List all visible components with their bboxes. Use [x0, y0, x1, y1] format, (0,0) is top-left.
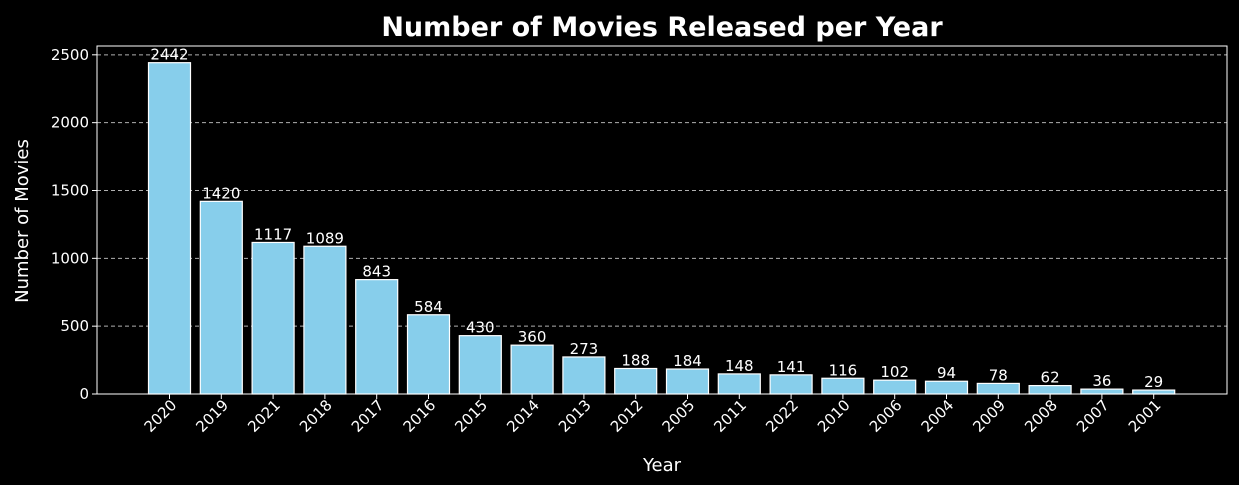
- bar-2020: [147, 62, 192, 395]
- x-tick-label-2015: 2015: [451, 396, 491, 436]
- data-label-2015: 430: [466, 319, 495, 337]
- bar-2012: [614, 367, 658, 395]
- data-label-2012: 188: [621, 351, 650, 369]
- x-tick-label-2020: 2020: [141, 396, 181, 436]
- data-label-2020: 2442: [150, 46, 188, 64]
- y-axis-ticks: 0 500 1000 1500 2000 2500: [51, 46, 97, 403]
- data-label-2019: 1420: [202, 184, 240, 202]
- bar-2006: [873, 379, 917, 395]
- data-label-2004: 94: [937, 364, 956, 382]
- y-tick-label: 2500: [51, 46, 89, 64]
- bar-2005: [665, 368, 710, 395]
- data-label-2022: 141: [777, 358, 806, 376]
- x-tick-label-2009: 2009: [969, 396, 1009, 436]
- x-tick-label-2006: 2006: [866, 396, 906, 436]
- x-axis-label: Year: [642, 455, 682, 476]
- x-tick-label-2018: 2018: [296, 396, 336, 436]
- bar-2022: [769, 374, 813, 395]
- data-label-2001: 29: [1144, 373, 1163, 391]
- x-tick-label-2022: 2022: [762, 396, 802, 436]
- y-tick-label: 1500: [51, 181, 89, 199]
- plot-frame: [96, 45, 1228, 395]
- data-label-2018: 1089: [306, 229, 344, 247]
- data-label-2013: 273: [570, 340, 599, 358]
- x-tick-label-2012: 2012: [607, 396, 647, 436]
- bar-2011: [717, 373, 761, 395]
- y-tick-label: 1000: [51, 249, 89, 267]
- bar-2018: [303, 245, 347, 395]
- data-label-2009: 78: [989, 366, 1008, 384]
- x-tick-label-2001: 2001: [1125, 396, 1165, 436]
- y-tick-label: 500: [60, 317, 89, 335]
- y-tick-label: 2000: [51, 114, 89, 132]
- chart-title: Number of Movies Released per Year: [381, 12, 943, 43]
- bar-2021: [251, 241, 295, 395]
- data-label-2016: 584: [414, 298, 443, 316]
- bar-2004: [924, 380, 969, 395]
- x-tick-label-2019: 2019: [192, 396, 232, 436]
- data-label-2005: 184: [673, 352, 702, 370]
- bar-2014: [510, 344, 554, 395]
- x-tick-label-2014: 2014: [503, 396, 543, 436]
- bar-2009: [976, 382, 1020, 395]
- x-tick-label-2013: 2013: [555, 396, 595, 436]
- x-axis-ticks: 2020 2019 2021 2018 2017 2016 2015 2014 2013 2012…: [141, 394, 1165, 436]
- data-label-2014: 360: [518, 328, 547, 346]
- x-tick-label-2004: 2004: [918, 396, 958, 436]
- bar-2017: [355, 279, 399, 395]
- bar-2008: [1028, 384, 1072, 395]
- data-label-2010: 116: [829, 361, 858, 379]
- y-axis-label: Number of Movies: [12, 139, 33, 303]
- bar-2010: [821, 377, 865, 395]
- gridlines: [97, 54, 1227, 327]
- x-tick-label-2007: 2007: [1073, 396, 1113, 436]
- data-label-2021: 1117: [254, 225, 292, 243]
- bar-2015: [458, 335, 502, 395]
- data-label-2007: 36: [1092, 372, 1111, 390]
- x-tick-label-2011: 2011: [710, 396, 750, 436]
- data-label-2017: 843: [362, 263, 391, 281]
- data-labels: 2442 1420 1117 1089 843 584 430 360 273 188 184 148…: [150, 46, 1163, 391]
- x-tick-label-2021: 2021: [244, 396, 284, 436]
- y-tick-label: 0: [79, 385, 89, 403]
- data-label-2011: 148: [725, 357, 754, 375]
- x-tick-label-2010: 2010: [814, 396, 854, 436]
- bar-2016: [406, 314, 451, 395]
- bar-2019: [199, 200, 243, 395]
- data-label-2006: 102: [880, 363, 909, 381]
- bar-2013: [562, 356, 606, 395]
- x-tick-label-2005: 2005: [659, 396, 699, 436]
- bars: [147, 62, 1176, 395]
- x-tick-label-2016: 2016: [400, 396, 440, 436]
- data-label-2008: 62: [1041, 369, 1060, 387]
- x-tick-label-2017: 2017: [348, 396, 388, 436]
- x-tick-label-2008: 2008: [1021, 396, 1061, 436]
